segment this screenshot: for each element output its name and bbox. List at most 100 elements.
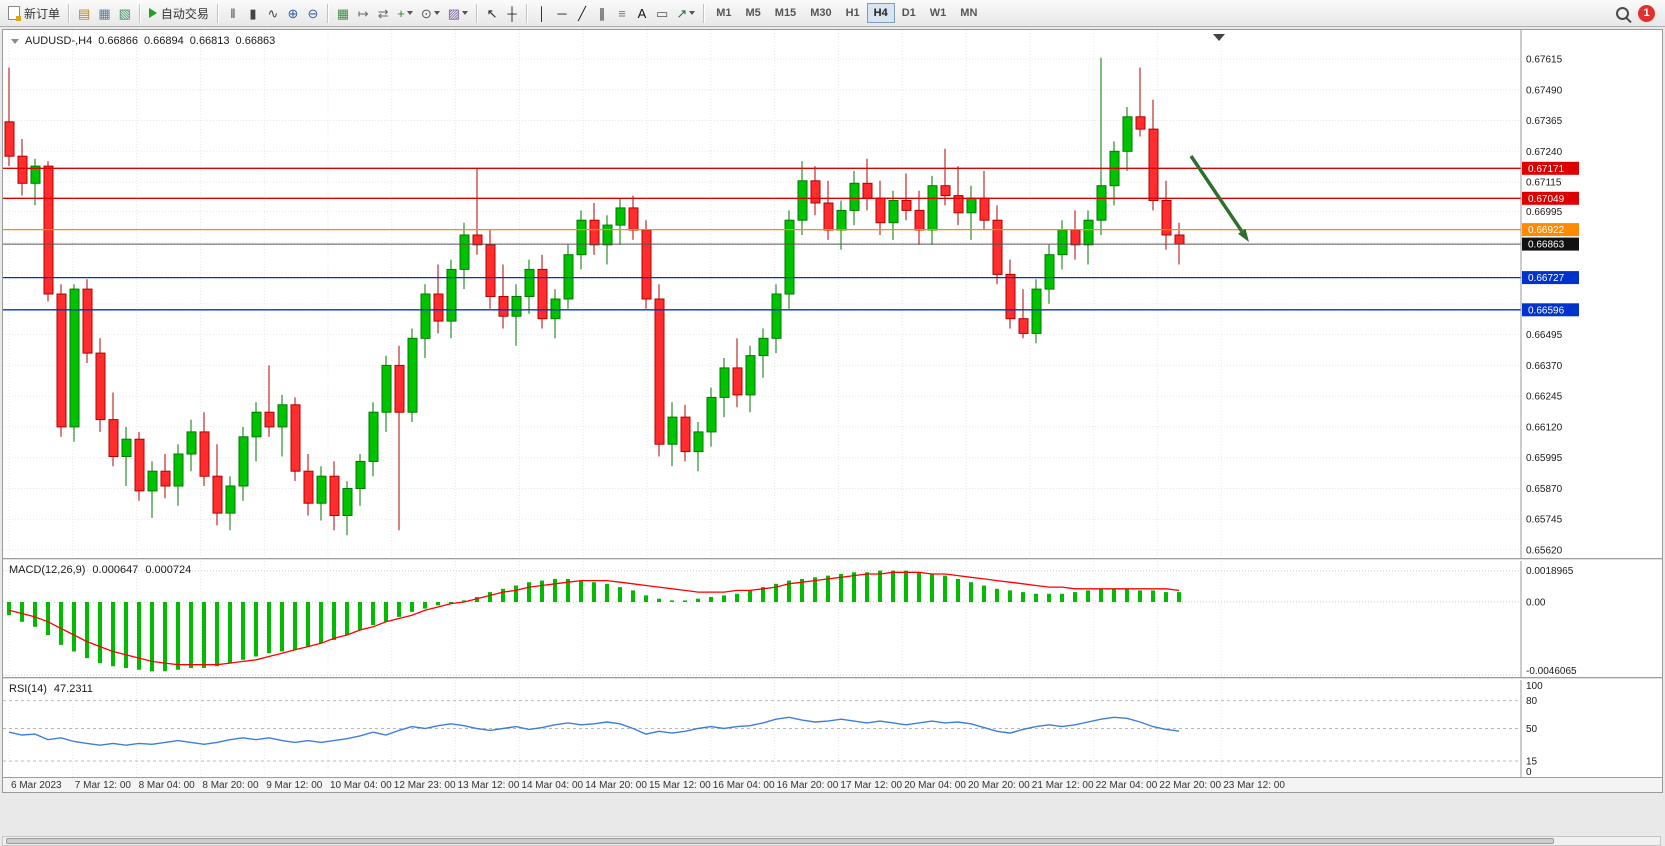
bars-chart-button[interactable]: ‖: [223, 2, 243, 24]
timeframe-h4[interactable]: H4: [866, 3, 895, 23]
candlestick: [953, 166, 964, 226]
svg-text:0.66596: 0.66596: [1528, 305, 1565, 316]
macd-axis-label: -0.0046065: [1526, 666, 1577, 677]
auto-scroll-icon: ↦: [357, 5, 369, 21]
crosshair-icon: ┼: [507, 5, 517, 21]
candlestick: [147, 461, 158, 518]
horizontal-line-icon: ─: [557, 5, 567, 21]
cursor-button[interactable]: ↖: [482, 2, 502, 24]
horizontal-line-button[interactable]: ─: [552, 2, 572, 24]
zoom-out-button[interactable]: ⊖: [303, 2, 323, 24]
arrows-button[interactable]: ↗: [672, 2, 699, 24]
panel-divider[interactable]: [3, 558, 1662, 561]
candlestick: [758, 328, 769, 378]
zoom-in-button[interactable]: ⊕: [283, 2, 303, 24]
panel-divider[interactable]: [3, 677, 1662, 680]
crosshair-button[interactable]: ┼: [502, 2, 522, 24]
timeframe-m5[interactable]: M5: [739, 3, 768, 23]
search-button[interactable]: [1612, 2, 1633, 24]
candlestick: [69, 284, 80, 442]
candlestick-chart-button[interactable]: ▮: [243, 2, 263, 24]
bar-open-value: 0.66866: [98, 35, 138, 47]
svg-text:0.66863: 0.66863: [1528, 240, 1565, 251]
rsi-indicator-panel[interactable]: 100 80 50 150: [3, 680, 1662, 777]
periods-button[interactable]: ⊙: [417, 2, 444, 24]
new-order-button[interactable]: 新订单: [4, 2, 64, 24]
templates-button[interactable]: ▨: [444, 2, 472, 24]
scrollbar-thumb[interactable]: [6, 838, 1554, 844]
candlestick: [498, 264, 509, 329]
periods-icon: ⊙: [420, 5, 432, 21]
toolbar-separator: [526, 3, 529, 23]
bar-close-value: 0.66863: [235, 35, 276, 47]
rsi-axis-label: 15: [1526, 757, 1538, 768]
indicators-button[interactable]: +: [393, 2, 417, 24]
text-button[interactable]: A: [632, 2, 652, 24]
market-watch-icon: ▤: [78, 5, 91, 21]
candlestick: [1148, 99, 1159, 211]
timeframe-w1[interactable]: W1: [923, 3, 954, 23]
navigator-button[interactable]: ▧: [115, 2, 135, 24]
timeframe-mn[interactable]: MN: [953, 3, 984, 23]
chart-shift-button[interactable]: ⇄: [373, 2, 393, 24]
candlestick: [407, 328, 418, 422]
svg-text:0.66922: 0.66922: [1528, 225, 1565, 236]
chart-info-overlay: AUDUSD-,H4 0.66866 0.66894 0.66813 0.668…: [11, 35, 275, 47]
price-axis[interactable]: [1521, 30, 1662, 558]
arrow-annotation[interactable]: [1189, 155, 1249, 242]
auto-scroll-button[interactable]: ↦: [353, 2, 373, 24]
candlestick: [1044, 244, 1055, 304]
timeframe-m15[interactable]: M15: [768, 3, 803, 23]
time-axis-label: 14 Mar 04: 00: [521, 780, 584, 791]
market-watch-button[interactable]: ▤: [74, 2, 94, 24]
main-toolbar: 新订单 ▤ ▦ ▧ 自动交易 ‖ ▮ ∿ ⊕ ⊖ ▦ ↦ ⇄ + ⊙ ▨ ↖ ┼ │ ─ ╱ ∥ ≡ A ▭ ↗ M1…: [0, 0, 1665, 27]
candlestick: [1005, 259, 1016, 329]
timeframe-d1[interactable]: D1: [895, 3, 923, 23]
candlestick: [589, 203, 600, 255]
autotrading-button[interactable]: 自动交易: [145, 2, 213, 24]
macd-signal-value: 0.000724: [145, 564, 192, 576]
price-chart-panel[interactable]: 0.67615 0.67490 0.67365 0.67240 0.67115 0.669…: [3, 30, 1662, 558]
time-axis-label: 9 Mar 12: 00: [266, 780, 323, 791]
shapes-button[interactable]: ▭: [652, 2, 672, 24]
timeframe-m1[interactable]: M1: [709, 3, 738, 23]
price-tag: 0.66596: [1522, 303, 1579, 317]
notifications-badge[interactable]: 1: [1638, 4, 1655, 22]
candlestick: [173, 444, 184, 506]
time-axis-label: 16 Mar 04: 00: [712, 780, 775, 791]
candlestick: [732, 338, 743, 408]
one-click-trading-toggle-icon[interactable]: [11, 38, 19, 44]
data-window-button[interactable]: ▦: [94, 2, 114, 24]
candlestick: [1018, 289, 1029, 339]
price-axis-label: 0.67615: [1526, 55, 1563, 66]
candlestick: [1083, 210, 1094, 265]
candlestick: [1161, 180, 1172, 250]
fibonacci-button[interactable]: ≡: [612, 2, 632, 24]
candlestick: [30, 158, 41, 206]
price-axis-label: 0.65870: [1526, 484, 1563, 495]
price-axis-label: 0.65995: [1526, 453, 1563, 464]
toolbar-separator: [216, 3, 219, 23]
vertical-line-button[interactable]: │: [532, 2, 552, 24]
tile-windows-button[interactable]: ▦: [333, 2, 353, 24]
timeframe-m30[interactable]: M30: [803, 3, 838, 23]
candlestick: [1096, 57, 1107, 235]
equidistant-channel-button[interactable]: ∥: [592, 2, 612, 24]
chart-window: 0.67615 0.67490 0.67365 0.67240 0.67115 0.669…: [2, 29, 1663, 793]
horizontal-scrollbar[interactable]: [2, 836, 1661, 846]
price-tag: 0.66922: [1522, 223, 1579, 237]
time-axis-label: 17 Mar 12: 00: [840, 780, 903, 791]
timeframe-h1[interactable]: H1: [839, 3, 867, 23]
time-axis[interactable]: 6 Mar 2023 7 Mar 12: 00 8 Mar 04: 00 8 Mar …: [3, 777, 1662, 792]
candlestick: [524, 259, 535, 314]
chart-plot-background[interactable]: [3, 30, 1662, 558]
rsi-value: 47.2311: [53, 683, 93, 695]
trendline-button[interactable]: ╱: [572, 2, 592, 24]
line-chart-button[interactable]: ∿: [263, 2, 283, 24]
candlestick: [394, 345, 405, 531]
macd-indicator-panel[interactable]: 0.0018965 0.00 -0.0046065: [3, 561, 1662, 677]
time-axis-label: 20 Mar 04: 00: [904, 780, 966, 791]
price-tag: 0.66863: [1522, 237, 1579, 251]
chart-shift-marker[interactable]: [1213, 34, 1225, 41]
